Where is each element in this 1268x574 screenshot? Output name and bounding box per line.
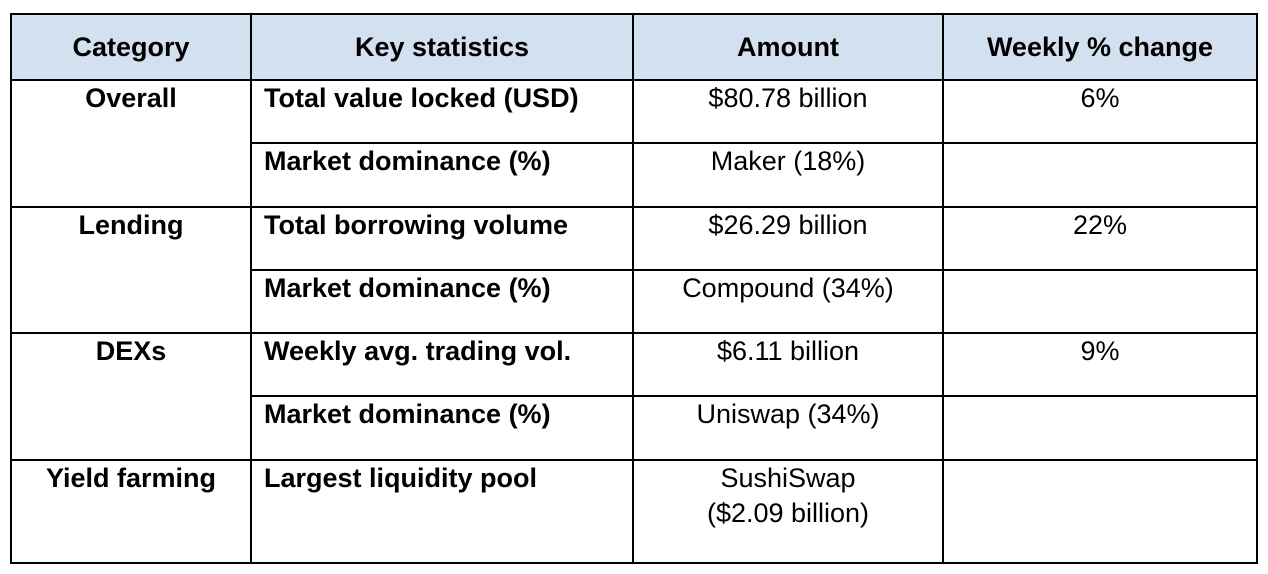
defi-stats-table: Category Key statistics Amount Weekly % … bbox=[10, 13, 1258, 564]
amount-cell: $26.29 billion bbox=[632, 205, 944, 271]
header-amount: Amount bbox=[632, 13, 944, 81]
key-statistic-cell: Largest liquidity pool bbox=[250, 458, 634, 564]
table-row: Market dominance (%) Uniswap (34%) bbox=[11, 395, 1258, 461]
header-row: Category Key statistics Amount Weekly % … bbox=[10, 13, 1258, 81]
table-row: DEXs Weekly avg. trading vol. $6.11 bill… bbox=[10, 331, 1258, 461]
table-row: Market dominance (%) Compound (34%) bbox=[11, 268, 1258, 335]
header-category: Category bbox=[10, 13, 252, 81]
amount-cell: $6.11 billion bbox=[632, 331, 944, 398]
header-weekly-change: Weekly % change bbox=[942, 13, 1258, 81]
amount-cell: $80.78 billion bbox=[632, 78, 944, 145]
weekly-change-cell bbox=[942, 268, 1258, 335]
weekly-change-cell: 22% bbox=[942, 205, 1258, 271]
weekly-change-cell bbox=[942, 395, 1258, 461]
table-row: Overall Total value locked (USD) $80.78 … bbox=[10, 78, 1258, 208]
weekly-change-cell bbox=[942, 458, 1258, 564]
weekly-change-cell bbox=[942, 142, 1258, 208]
weekly-change-cell: 9% bbox=[942, 331, 1258, 398]
key-statistic-cell: Weekly avg. trading vol. bbox=[250, 331, 634, 398]
key-statistic-cell: Market dominance (%) bbox=[250, 142, 634, 208]
amount-line: ($2.09 billion) bbox=[706, 497, 870, 528]
key-statistic-cell: Market dominance (%) bbox=[250, 268, 634, 335]
amount-line: SushiSwap bbox=[720, 462, 856, 493]
table-row: Yield farming Largest liquidity pool Sus… bbox=[10, 458, 1258, 564]
key-statistic-cell: Market dominance (%) bbox=[250, 395, 634, 461]
key-statistic-cell: Total borrowing volume bbox=[250, 205, 634, 271]
category-cell: Lending bbox=[10, 205, 252, 334]
table-row: Lending Total borrowing volume $26.29 bi… bbox=[10, 205, 1258, 334]
amount-cell: Compound (34%) bbox=[632, 268, 944, 335]
key-statistic-cell: Total value locked (USD) bbox=[250, 78, 634, 145]
category-cell: DEXs bbox=[10, 332, 252, 461]
table-row: Market dominance (%) Maker (18%) bbox=[11, 142, 1258, 208]
amount-cell: Uniswap (34%) bbox=[632, 395, 944, 461]
category-cell: Overall bbox=[10, 79, 252, 208]
category-cell: Yield farming bbox=[10, 458, 252, 564]
amount-cell: SushiSwap ($2.09 billion) bbox=[632, 458, 944, 564]
header-key-statistics: Key statistics bbox=[250, 13, 634, 81]
weekly-change-cell: 6% bbox=[942, 78, 1258, 145]
amount-cell: Maker (18%) bbox=[632, 142, 944, 208]
